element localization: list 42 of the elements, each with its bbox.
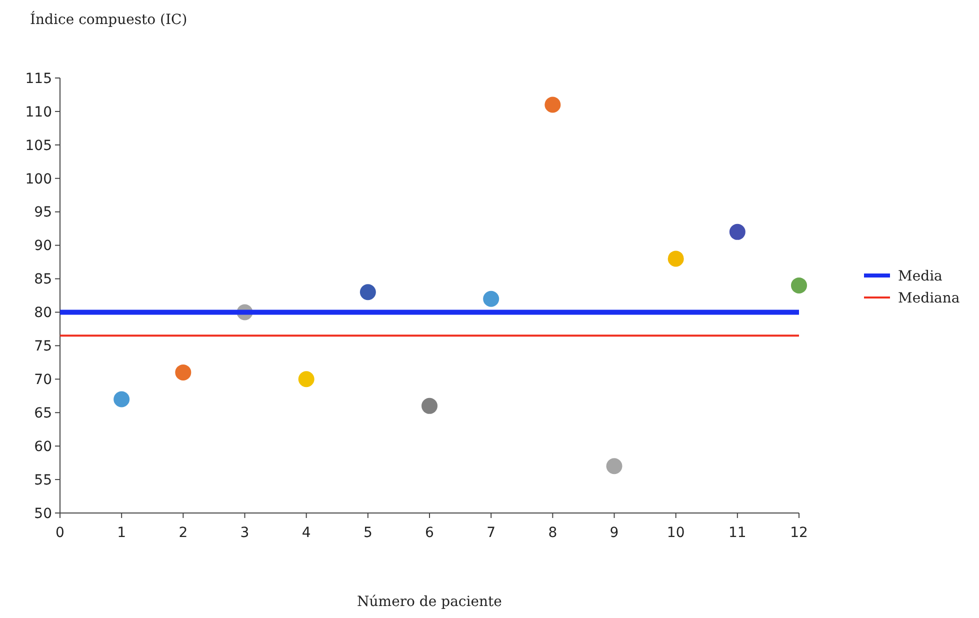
- y-tick-label: 50: [34, 506, 52, 522]
- point: [175, 364, 192, 380]
- y-tick-label: 105: [25, 138, 52, 154]
- y-tick-label: 115: [25, 70, 52, 87]
- y-axis-title: Índice compuesto (IC): [30, 11, 188, 28]
- point: [729, 224, 746, 240]
- y-tick-label: 100: [25, 171, 52, 188]
- y-tick-label: 75: [34, 338, 52, 355]
- point: [422, 398, 438, 414]
- y-tick-label: 85: [34, 272, 52, 288]
- point: [483, 290, 500, 307]
- y-tick-label: 110: [25, 104, 52, 120]
- point: [544, 96, 561, 113]
- x-axis-title: Número de paciente: [357, 594, 502, 610]
- x-tick-label: 7: [486, 525, 496, 541]
- x-tick-label: 10: [666, 525, 685, 541]
- point: [791, 277, 807, 294]
- point: [298, 371, 314, 388]
- x-tick-label: 3: [240, 525, 250, 541]
- y-tick-label: 55: [34, 472, 52, 488]
- x-tick-label: 1: [117, 525, 126, 541]
- x-tick-label: 11: [728, 525, 746, 541]
- y-tick-label: 95: [34, 204, 52, 221]
- point: [606, 458, 622, 474]
- y-tick-label: 65: [34, 406, 52, 422]
- legend-label: Mediana: [898, 290, 960, 306]
- y-tick-label: 90: [34, 238, 52, 254]
- x-tick-label: 6: [425, 525, 434, 541]
- x-tick-label: 8: [548, 525, 558, 541]
- x-tick-label: 12: [790, 525, 808, 541]
- x-tick-label: 5: [363, 525, 372, 541]
- x-tick-label: 9: [610, 525, 619, 541]
- y-tick-label: 80: [34, 305, 52, 322]
- y-tick-label: 70: [34, 372, 52, 388]
- x-tick-label: 0: [56, 525, 64, 541]
- point: [114, 391, 130, 408]
- point: [360, 284, 376, 300]
- point: [668, 250, 684, 267]
- x-tick-label: 4: [302, 525, 311, 541]
- y-tick-label: 60: [34, 438, 52, 455]
- x-tick-label: 2: [178, 525, 188, 541]
- legend-label: Media: [898, 268, 942, 284]
